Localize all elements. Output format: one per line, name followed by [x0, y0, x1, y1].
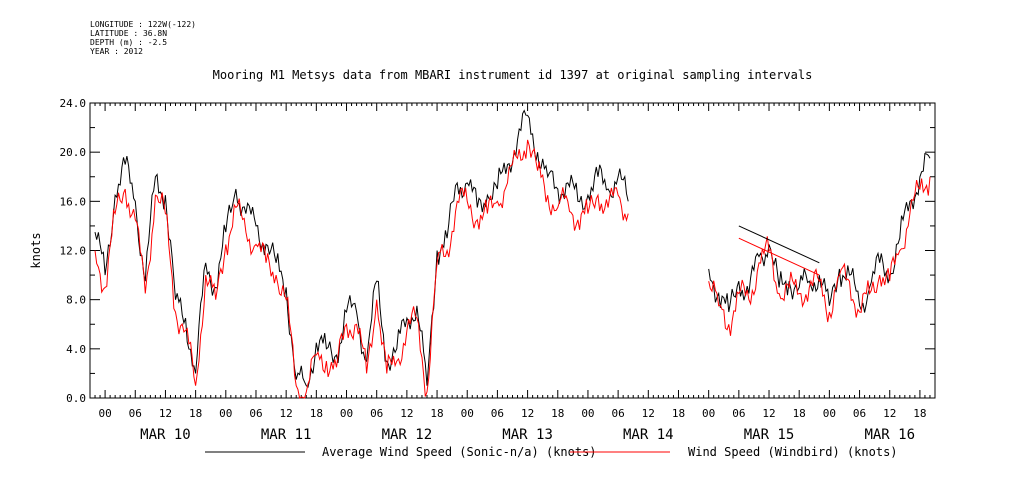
x-hour-label: 00: [461, 407, 474, 420]
x-hour-label: 18: [189, 407, 202, 420]
legend-label-avg: Average Wind Speed (Sonic-n/a) (knots): [322, 445, 597, 459]
x-hour-label: 12: [159, 407, 172, 420]
series-avg-wind-line: [708, 152, 931, 313]
x-hour-label: 06: [249, 407, 262, 420]
gap-connector-line: [738, 225, 820, 264]
x-hour-label: 12: [762, 407, 775, 420]
chart-title: Mooring M1 Metsys data from MBARI instru…: [212, 68, 813, 82]
x-hour-label: 18: [430, 407, 443, 420]
series-windbird-line: [94, 139, 629, 399]
y-axis-label: knots: [29, 232, 43, 268]
x-hour-label: 18: [913, 407, 926, 420]
x-day-label: MAR 15: [744, 427, 795, 443]
x-hour-label: 00: [823, 407, 836, 420]
x-hour-label: 12: [521, 407, 534, 420]
x-day-label: MAR 10: [140, 427, 191, 443]
gap-connector-line: [738, 237, 820, 276]
series-windbird-line: [708, 176, 931, 336]
x-hour-label: 18: [551, 407, 564, 420]
x-hour-label: 00: [581, 407, 594, 420]
x-hour-label: 12: [280, 407, 293, 420]
metadata-block: LONGITUDE : 122W(-122) LATITUDE : 36.8N …: [90, 20, 196, 56]
y-tick-label: 24.0: [60, 97, 87, 110]
plot-frame: [89, 102, 936, 399]
x-hour-label: 06: [732, 407, 745, 420]
x-hour-label: 06: [370, 407, 383, 420]
x-hour-label: 06: [129, 407, 142, 420]
latitude-text: LATITUDE : 36.8N: [90, 29, 168, 38]
year-text: YEAR : 2012: [90, 47, 143, 56]
x-hour-label: 00: [340, 407, 353, 420]
x-hour-label: 12: [400, 407, 413, 420]
series-avg-wind-line: [94, 109, 629, 388]
legend-label-windbird: Wind Speed (Windbird) (knots): [688, 445, 898, 459]
x-day-label: MAR 12: [382, 427, 433, 443]
y-tick-label: 4.0: [66, 343, 86, 356]
x-hour-label: 00: [219, 407, 232, 420]
x-hour-label: 18: [672, 407, 685, 420]
x-hour-label: 00: [702, 407, 715, 420]
y-tick-label: 0.0: [66, 392, 86, 405]
x-hour-label: 18: [310, 407, 323, 420]
y-tick-label: 16.0: [60, 195, 87, 208]
x-hour-label: 06: [853, 407, 866, 420]
y-tick-label: 8.0: [66, 294, 86, 307]
x-day-label: MAR 13: [502, 427, 553, 443]
x-hour-label: 18: [793, 407, 806, 420]
depth-text: DEPTH (m) : -2.5: [90, 38, 168, 47]
x-hour-label: 00: [98, 407, 111, 420]
longitude-text: LONGITUDE : 122W(-122): [90, 20, 196, 29]
x-day-label: MAR 16: [864, 427, 915, 443]
x-day-label: MAR 11: [261, 427, 312, 443]
x-hour-label: 06: [491, 407, 504, 420]
x-hour-label: 06: [612, 407, 625, 420]
x-hour-label: 12: [883, 407, 896, 420]
x-day-label: MAR 14: [623, 427, 674, 443]
y-tick-label: 12.0: [60, 245, 87, 258]
x-hour-label: 12: [642, 407, 655, 420]
y-tick-label: 20.0: [60, 146, 87, 159]
